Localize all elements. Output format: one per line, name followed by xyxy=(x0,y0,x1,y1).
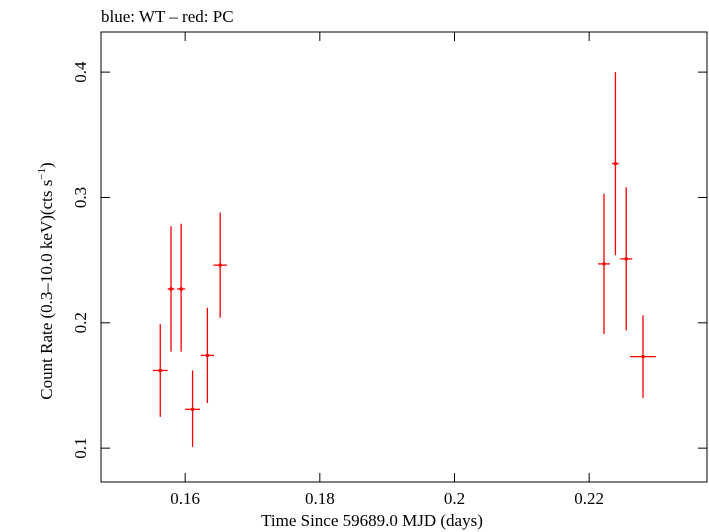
data-point xyxy=(620,187,633,331)
point-marker xyxy=(169,287,173,291)
y-tick-label: 0.4 xyxy=(71,61,90,83)
point-marker xyxy=(218,263,222,267)
chart-title: blue: WT – red: PC xyxy=(101,7,234,26)
point-marker xyxy=(179,287,183,291)
data-point xyxy=(597,193,611,335)
point-marker xyxy=(624,257,628,261)
point-marker xyxy=(158,368,163,373)
data-point xyxy=(167,226,175,352)
data-point xyxy=(152,324,168,417)
y-axis-ticks: 0.1 0.2 0.3 0.4 xyxy=(71,61,707,459)
data-point xyxy=(612,72,619,256)
point-marker xyxy=(602,262,606,266)
data-point xyxy=(213,212,227,318)
y-axis-label-main: Count Rate (0.3–10.0 keV)(cts s xyxy=(37,180,56,400)
data-points xyxy=(152,72,656,447)
y-tick-label: 0.1 xyxy=(71,438,90,459)
y-axis-label: Count Rate (0.3–10.0 keV)(cts s−1) xyxy=(36,162,56,399)
y-tick-label: 0.3 xyxy=(71,187,90,208)
y-axis-label-sup: −1 xyxy=(36,168,48,180)
point-marker xyxy=(205,353,210,358)
point-marker xyxy=(641,354,645,359)
point-marker xyxy=(613,161,618,166)
data-point xyxy=(185,370,200,447)
x-tick-label: 0.2 xyxy=(444,489,465,508)
x-axis-label: Time Since 59689.0 MJD (days) xyxy=(261,511,483,530)
y-axis-label-close: ) xyxy=(37,162,56,168)
x-tick-label: 0.16 xyxy=(170,489,200,508)
data-point xyxy=(630,315,656,399)
data-point xyxy=(200,307,215,404)
x-axis-ticks: 0.16 0.18 0.2 0.22 xyxy=(170,32,604,508)
y-tick-label: 0.2 xyxy=(71,312,90,333)
point-marker xyxy=(190,407,195,412)
x-tick-label: 0.18 xyxy=(305,489,335,508)
plot-frame xyxy=(100,31,708,483)
x-tick-label: 0.22 xyxy=(574,489,604,508)
data-point xyxy=(177,223,186,352)
